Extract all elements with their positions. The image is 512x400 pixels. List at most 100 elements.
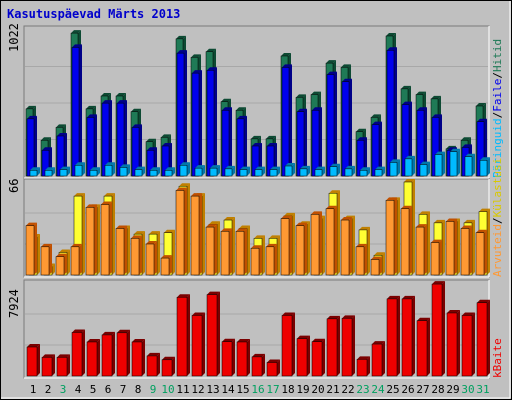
bar-pages-5-side (97, 167, 100, 176)
bar-files-18-side (289, 64, 292, 176)
bar-kbytes-16-side (262, 353, 265, 376)
bar-visits-16-side (262, 235, 265, 275)
bar-pages-25 (389, 159, 400, 177)
bar-pages-23 (359, 167, 370, 177)
bar-files-11-top (177, 50, 187, 54)
bar-kbytes-5-top (87, 338, 100, 342)
bar-sites-22-top (341, 217, 352, 221)
bar-sites-29-side (454, 218, 457, 275)
bar-pages-26-front (404, 158, 413, 177)
bar-pages-15 (239, 166, 250, 177)
bar-kbytes-2-top (42, 354, 55, 358)
bar-kbytes-13-front (206, 294, 218, 377)
bar-pages-12 (194, 165, 205, 177)
bar-sites-9-side (154, 241, 157, 275)
bar-kbytes-19 (296, 335, 310, 377)
bar-pages-12-side (202, 165, 205, 176)
bar-hits-27-top (416, 91, 426, 95)
bar-sites-20 (310, 211, 322, 276)
bar-kbytes-10-side (172, 356, 175, 376)
bar-kbytes-2-front (41, 357, 53, 377)
x-label-3: 3 (60, 383, 67, 396)
bar-pages-31 (479, 157, 490, 177)
x-label-25: 25 (386, 383, 399, 396)
bar-hits-31-top (476, 103, 486, 106)
bar-visits-10-side (172, 229, 175, 275)
bar-kbytes-17-side (277, 359, 280, 376)
bar-pages-9-side (157, 167, 160, 176)
x-label-31: 31 (476, 383, 489, 396)
bar-sites-13-top (206, 224, 217, 228)
bar-sites-10-front (160, 257, 170, 276)
bar-kbytes-1-top (27, 344, 40, 348)
bar-pages-18-side (292, 163, 295, 176)
legend-top: Päringuid/Faile/Hitid (491, 39, 504, 178)
bar-pages-2-top (45, 167, 55, 171)
bar-sites-21-side (334, 205, 337, 275)
bar-hits-22-top (341, 64, 351, 68)
bar-sites-10-top (161, 255, 172, 259)
bar-pages-5 (89, 167, 100, 177)
x-label-14: 14 (221, 383, 235, 396)
bar-sites-22-front (340, 219, 350, 276)
bar-kbytes-24-front (371, 343, 383, 377)
bar-pages-31-top (480, 157, 490, 161)
bar-hits-12-top (191, 54, 201, 58)
bar-sites-4-top (71, 243, 82, 247)
bar-files-7-side (124, 100, 127, 176)
bar-sites-5 (85, 204, 97, 276)
bar-pages-6-top (105, 162, 115, 166)
bar-sites-6-front (100, 204, 110, 276)
bar-files-13-side (214, 67, 217, 176)
bar-files-25 (386, 47, 397, 177)
legend-sites-label: Arvuteid (491, 224, 504, 277)
bar-sites-22-side (349, 217, 352, 275)
x-label-30: 30 (461, 383, 474, 396)
bar-hits-25-top (386, 33, 396, 36)
x-label-17: 17 (266, 383, 279, 396)
bar-pages-28-side (442, 151, 445, 176)
bar-visits-24-side (382, 252, 385, 275)
bar-pages-3-front (59, 169, 68, 177)
x-label-1: 1 (30, 383, 37, 396)
bar-sites-9-front (145, 243, 155, 276)
bar-pages-3-top (60, 166, 70, 170)
bar-kbytes-4 (71, 329, 85, 377)
chart-title: Kasutuspäevad Märts 2013 (7, 7, 180, 21)
bar-kbytes-23-top (357, 356, 370, 360)
bar-kbytes-9-side (157, 352, 160, 376)
x-label-18: 18 (281, 383, 294, 396)
bar-files-25-side (394, 47, 397, 177)
bar-sites-27-top (416, 224, 427, 228)
bar-kbytes-10 (161, 356, 175, 377)
bar-sites-3-top (56, 253, 67, 257)
bar-files-15 (236, 115, 247, 177)
bar-files-21-front (326, 74, 335, 177)
bar-files-25-top (387, 47, 397, 51)
bar-pages-17-top (270, 166, 280, 170)
bar-files-23-side (364, 137, 367, 176)
bar-files-14 (221, 107, 232, 177)
bar-kbytes-12-top (192, 312, 205, 316)
bar-kbytes-17-front (266, 362, 278, 377)
bar-pages-1-side (37, 167, 40, 176)
bar-pages-29 (449, 148, 460, 177)
bar-files-27 (416, 107, 427, 177)
bar-sites-15-side (244, 228, 247, 275)
bar-files-22 (341, 78, 352, 177)
bar-hits-26-top (401, 85, 411, 89)
bar-sites-20-top (311, 211, 322, 215)
bar-pages-20-top (315, 166, 325, 170)
bar-hits-17-top (266, 135, 276, 139)
bar-sites-26 (400, 205, 412, 276)
bar-kbytes-7-side (127, 329, 130, 376)
legend-kbytes-label: kBaite (491, 338, 504, 378)
bar-pages-31-side (487, 157, 490, 176)
x-label-2: 2 (45, 383, 52, 396)
bar-visits-10-top (164, 229, 175, 233)
bar-pages-16 (254, 166, 265, 177)
bar-kbytes-27-front (416, 320, 428, 377)
bar-sites-2-side (49, 243, 52, 275)
bar-files-6-top (102, 100, 112, 104)
bar-visits-1-side (37, 233, 40, 275)
